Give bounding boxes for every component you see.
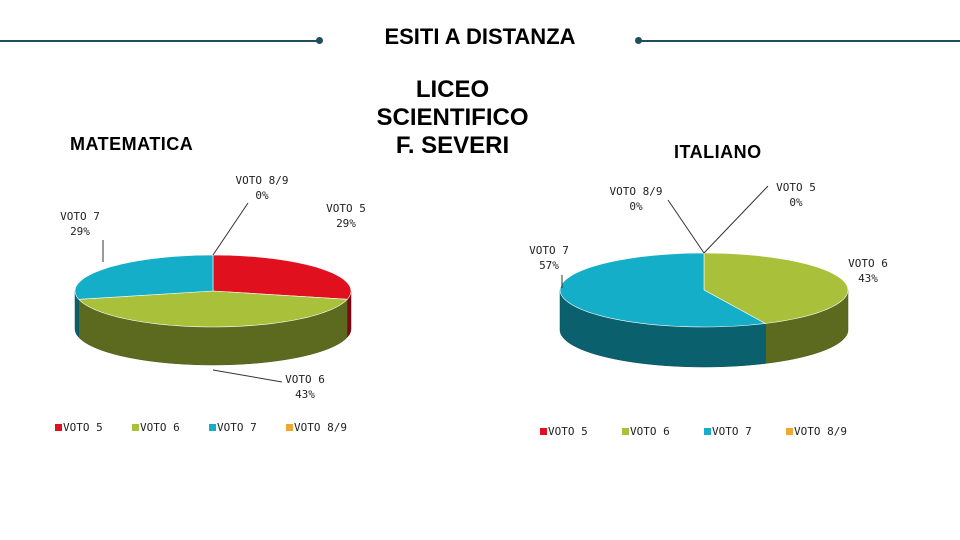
leader-line-voto-8-9	[212, 202, 249, 256]
legend-swatch-voto-7	[704, 428, 711, 435]
legend-item-voto-7: VOTO 7	[704, 425, 752, 438]
leader-line-voto-5	[703, 185, 769, 254]
data-label-value-voto-7: 29%	[70, 225, 90, 238]
legend-label-voto-5: VOTO 5	[63, 421, 103, 434]
data-label-name-voto-7: VOTO 7	[529, 244, 569, 257]
legend-label-voto-8-9: VOTO 8/9	[794, 425, 847, 438]
pie-slice-voto-7	[74, 254, 214, 300]
legend-swatch-voto-6	[622, 428, 629, 435]
header-rule-left	[0, 40, 320, 42]
school-name: LICEO SCIENTIFICO F. SEVERI	[340, 76, 565, 160]
data-label-value-voto-8-9: 0%	[255, 189, 269, 202]
data-label-name-voto-8-9: VOTO 8/9	[610, 185, 663, 198]
leader-line-voto-6	[212, 369, 283, 383]
data-label-value-voto-6: 43%	[858, 272, 878, 285]
data-label-value-voto-5: 29%	[336, 217, 356, 230]
header-rule-right	[640, 40, 960, 42]
data-label-name-voto-5: VOTO 5	[326, 202, 366, 215]
data-label-value-voto-7: 57%	[539, 259, 559, 272]
legend-item-voto-5: VOTO 5	[540, 425, 588, 438]
data-label-name-voto-8-9: VOTO 8/9	[236, 174, 289, 187]
school-line-1: LICEO	[415, 76, 490, 103]
pie-slice-voto-5	[212, 254, 352, 300]
legend-swatch-voto-8-9	[786, 428, 793, 435]
legend-item-voto-5: VOTO 5	[55, 421, 103, 434]
pie-chart-italiano: VOTO 5 0% VOTO 6 43% VOTO 7 57% VOTO 8/9 0% VOTO…	[529, 181, 888, 438]
data-label-name-voto-6: VOTO 6	[848, 257, 888, 270]
data-label-name-voto-7: VOTO 7	[60, 210, 100, 223]
slide-title: ESITI A DISTANZA	[384, 24, 576, 49]
school-line-2: SCIENTIFICO	[376, 104, 529, 131]
legend-label-voto-6: VOTO 6	[140, 421, 180, 434]
pie-chart-matematica: VOTO 5 29% VOTO 6 43% VOTO 7 29% VOTO 8/9 0% VOT…	[55, 174, 366, 434]
pie-slice-voto-6	[703, 252, 849, 324]
legend-label-voto-6: VOTO 6	[630, 425, 670, 438]
legend-label-voto-5: VOTO 5	[548, 425, 588, 438]
legend-item-voto-7: VOTO 7	[209, 421, 257, 434]
pie-slice-voto-6	[78, 290, 348, 328]
chart-title-matematica: MATEMATICA	[70, 134, 194, 154]
legend-swatch-voto-5	[55, 424, 62, 431]
chart-title-italiano: ITALIANO	[674, 142, 762, 162]
data-label-name-voto-6: VOTO 6	[285, 373, 325, 386]
legend-swatch-voto-7	[209, 424, 216, 431]
header-rule-left-dot	[316, 37, 323, 44]
legend-swatch-voto-5	[540, 428, 547, 435]
header-rule-right-dot	[635, 37, 642, 44]
data-label-value-voto-8-9: 0%	[629, 200, 643, 213]
legend-item-voto-8-9: VOTO 8/9	[786, 425, 847, 438]
school-line-3: F. SEVERI	[395, 132, 510, 159]
legend-label-voto-7: VOTO 7	[217, 421, 257, 434]
data-label-value-voto-6: 43%	[295, 388, 315, 401]
data-label-value-voto-5: 0%	[789, 196, 803, 209]
legend-swatch-voto-8-9	[286, 424, 293, 431]
legend-item-voto-6: VOTO 6	[132, 421, 180, 434]
leader-line-voto-8-9	[667, 199, 705, 254]
data-label-name-voto-5: VOTO 5	[776, 181, 816, 194]
legend-label-voto-8-9: VOTO 8/9	[294, 421, 347, 434]
legend-swatch-voto-6	[132, 424, 139, 431]
pie-slice-voto-7	[559, 252, 767, 328]
legend-item-voto-8-9: VOTO 8/9	[286, 421, 347, 434]
legend-label-voto-7: VOTO 7	[712, 425, 752, 438]
legend-item-voto-6: VOTO 6	[622, 425, 670, 438]
